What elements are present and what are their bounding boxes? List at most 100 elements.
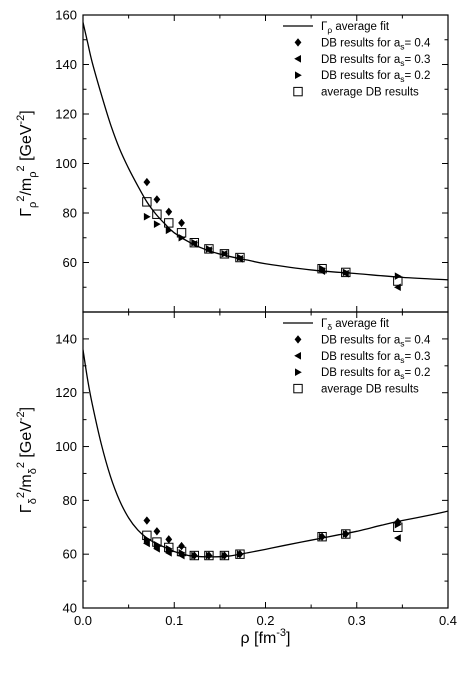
y-tick-label: 40 xyxy=(63,601,77,616)
square-point xyxy=(204,550,214,561)
x-tick-label: 0.2 xyxy=(256,613,274,628)
triangle-right-point xyxy=(342,268,350,277)
y-axis-title: Γρ2/mρ2 [GeV-2] xyxy=(15,110,39,217)
legend-triangle-right-swatch xyxy=(295,368,302,376)
x-tick-label: 0.4 xyxy=(439,613,457,628)
square-point xyxy=(317,263,327,274)
triangle-right-point xyxy=(394,272,402,280)
square-point xyxy=(204,244,214,254)
legend-triangle-left-swatch xyxy=(294,352,301,360)
legend: Γδ average fit DB results for as= 0.4 DB r… xyxy=(283,318,431,396)
square-point xyxy=(189,238,200,248)
triangle-left-point xyxy=(164,549,172,557)
legend-square-swatch xyxy=(293,383,303,394)
legend-label-a02: DB results for as= 0.2 xyxy=(321,367,430,381)
series-group xyxy=(83,349,448,561)
legend-label-a03: DB results for as= 0.3 xyxy=(321,54,430,68)
triangle-right-point xyxy=(342,530,350,538)
square-point xyxy=(235,252,245,263)
diamond-point xyxy=(153,527,161,536)
series-group xyxy=(83,22,448,292)
square-point xyxy=(142,530,152,541)
legend: Γρ average fit DB results for as= 0.4 DB r… xyxy=(283,21,431,99)
triangle-right-point xyxy=(236,253,244,262)
square-point xyxy=(341,267,351,278)
square-point xyxy=(393,276,403,286)
triangle-right-point xyxy=(165,226,173,235)
triangle-right-point xyxy=(319,264,326,273)
square-point xyxy=(219,249,230,259)
triangle-right-point xyxy=(236,550,244,558)
square-point xyxy=(164,542,174,553)
triangle-right-point xyxy=(165,545,173,553)
diamond-point xyxy=(153,195,161,204)
diamond-point xyxy=(143,516,151,525)
diamond-point xyxy=(178,541,185,551)
y-tick-label: 60 xyxy=(63,255,77,270)
fit-line xyxy=(83,349,448,558)
triangle-left-point xyxy=(153,545,160,553)
triangle-right-point xyxy=(205,245,213,253)
square-point xyxy=(235,549,245,559)
square-point xyxy=(393,522,403,532)
y-tick-label: 100 xyxy=(55,156,77,171)
triangle-right-point xyxy=(221,551,229,560)
legend-label-a04: DB results for as= 0.4 xyxy=(321,334,431,348)
top-panel: 60 80 100 120 140 160 Γρ average fit DB results… xyxy=(15,8,449,313)
y-tick-label: 140 xyxy=(55,57,77,72)
y-tick-label: 60 xyxy=(63,547,77,562)
square-point xyxy=(142,197,152,207)
triangle-right-point xyxy=(178,233,186,242)
x-tick-label: 0.0 xyxy=(74,613,92,628)
square-point xyxy=(219,550,230,561)
legend-label-avg: average DB results xyxy=(321,87,419,99)
diamond-point xyxy=(165,535,173,544)
x-axis-title: ρ [fm-3] xyxy=(241,627,291,647)
y-tick-label: 120 xyxy=(55,107,77,122)
legend-triangle-left-swatch xyxy=(294,55,301,63)
triangle-right-point xyxy=(205,551,213,560)
legend-label-a03: DB results for as= 0.3 xyxy=(321,351,430,365)
legend-square-swatch xyxy=(293,86,303,97)
square-point xyxy=(152,537,162,547)
y-axis-title: Γδ2/mδ2 [GeV-2] xyxy=(15,407,39,513)
y-tick-label: 120 xyxy=(55,385,77,400)
square-point xyxy=(152,209,162,219)
triangle-left-point xyxy=(143,539,150,548)
bottom-panel: 40 60 80 100 120 140 0.0 0.1 0.2 0.3 0.4 Γδ average… xyxy=(15,311,457,647)
square-point xyxy=(189,550,200,561)
triangle-left-point xyxy=(394,534,401,542)
square-point xyxy=(176,228,187,238)
legend-label-avg: average DB results xyxy=(321,384,419,396)
y-tick-label: 160 xyxy=(55,8,77,23)
triangle-right-point xyxy=(153,220,161,228)
square-point xyxy=(341,529,351,539)
legend-diamond-swatch xyxy=(294,335,302,344)
square-point xyxy=(164,218,174,228)
legend-triangle-right-swatch xyxy=(295,71,302,79)
y-tick-label: 80 xyxy=(63,493,77,508)
legend-diamond-swatch xyxy=(294,38,302,47)
triangle-right-point xyxy=(221,250,229,258)
triangle-right-point xyxy=(319,532,326,541)
y-tick-label: 80 xyxy=(63,206,77,221)
diamond-point xyxy=(178,218,185,228)
x-tick-label: 0.1 xyxy=(165,613,183,628)
square-point xyxy=(176,546,187,557)
x-tick-label: 0.3 xyxy=(348,613,366,628)
square-point xyxy=(317,531,327,542)
legend-label-a02: DB results for as= 0.2 xyxy=(321,70,430,84)
diamond-point xyxy=(143,177,151,187)
fit-line xyxy=(83,22,448,281)
legend-label-fit: Γρ average fit xyxy=(321,21,390,35)
triangle-right-point xyxy=(178,549,186,557)
legend-label-fit: Γδ average fit xyxy=(321,318,390,332)
y-tick-label: 100 xyxy=(55,439,77,454)
legend-label-a04: DB results for as= 0.4 xyxy=(321,37,431,51)
y-tick-label: 140 xyxy=(55,331,77,346)
diamond-point xyxy=(394,517,402,527)
triangle-right-point xyxy=(191,551,199,560)
triangle-right-point xyxy=(191,238,199,247)
diamond-point xyxy=(165,207,173,216)
